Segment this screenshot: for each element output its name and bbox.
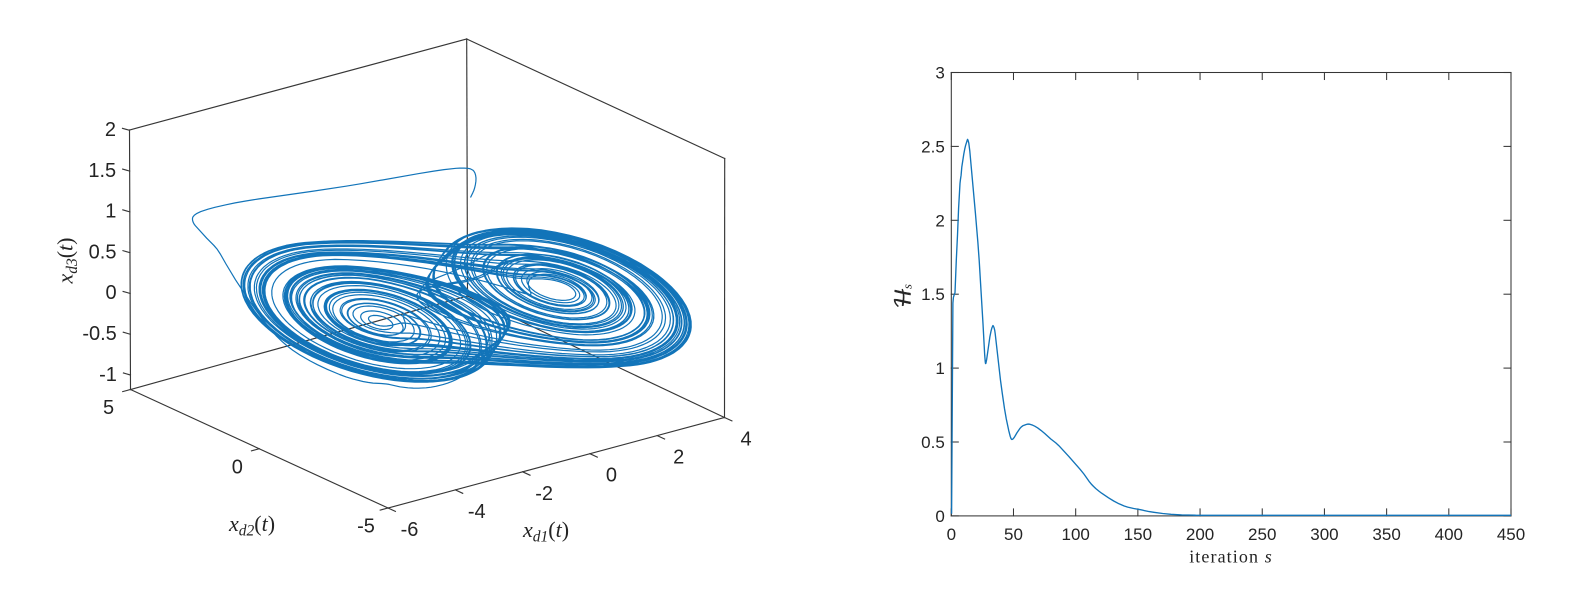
svg-text:1: 1 (105, 201, 116, 223)
svg-text:400: 400 (1435, 525, 1463, 544)
svg-text:4: 4 (740, 429, 751, 451)
svg-text:250: 250 (1248, 525, 1276, 544)
svg-text:300: 300 (1310, 525, 1338, 544)
svg-text:2: 2 (935, 211, 944, 230)
svg-text:-2: -2 (535, 483, 553, 505)
svg-text:-6: -6 (401, 519, 419, 541)
svg-text:50: 50 (1004, 525, 1023, 544)
svg-text:1: 1 (935, 359, 944, 378)
svg-text:5: 5 (103, 397, 114, 419)
svg-text:-5: -5 (357, 516, 375, 538)
svg-text:200: 200 (1186, 525, 1214, 544)
svg-text:-0.5: -0.5 (82, 323, 116, 345)
svg-text:-4: -4 (468, 501, 486, 523)
svg-text:0: 0 (947, 525, 956, 544)
svg-text:1.5: 1.5 (921, 285, 945, 304)
svg-text:350: 350 (1372, 525, 1400, 544)
svg-text:0: 0 (606, 465, 617, 487)
svg-text:s: s (900, 284, 915, 289)
svg-text:0.5: 0.5 (89, 241, 117, 263)
svg-text:-1: -1 (99, 364, 117, 386)
svg-text:2.5: 2.5 (921, 137, 945, 156)
svg-text:1.5: 1.5 (88, 160, 116, 182)
svg-text:iteration s: iteration s (1189, 547, 1273, 567)
svg-text:2: 2 (105, 119, 116, 141)
svg-text:450: 450 (1497, 525, 1525, 544)
svg-text:0: 0 (232, 456, 243, 478)
svg-text:3: 3 (935, 64, 944, 83)
svg-text:100: 100 (1061, 525, 1089, 544)
svg-text:0: 0 (935, 507, 944, 526)
svg-text:0.5: 0.5 (921, 433, 945, 452)
svg-text:2: 2 (673, 447, 684, 469)
svg-text:150: 150 (1124, 525, 1152, 544)
svg-text:0: 0 (106, 282, 117, 304)
